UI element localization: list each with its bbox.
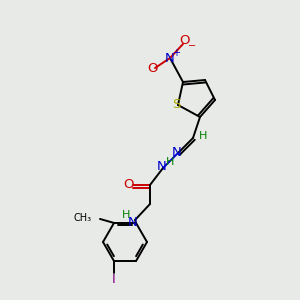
Text: −: − <box>188 41 196 51</box>
Text: I: I <box>112 273 116 286</box>
Text: H: H <box>122 210 130 220</box>
Text: +: + <box>172 48 180 58</box>
Text: O: O <box>123 178 133 191</box>
Text: N: N <box>128 215 138 229</box>
Text: O: O <box>148 61 158 74</box>
Text: N: N <box>157 160 167 173</box>
Text: S: S <box>172 98 180 110</box>
Text: N: N <box>172 146 182 158</box>
Text: H: H <box>199 131 207 141</box>
Text: H: H <box>166 157 174 167</box>
Text: CH₃: CH₃ <box>74 213 92 223</box>
Text: N: N <box>165 52 175 64</box>
Text: O: O <box>180 34 190 47</box>
